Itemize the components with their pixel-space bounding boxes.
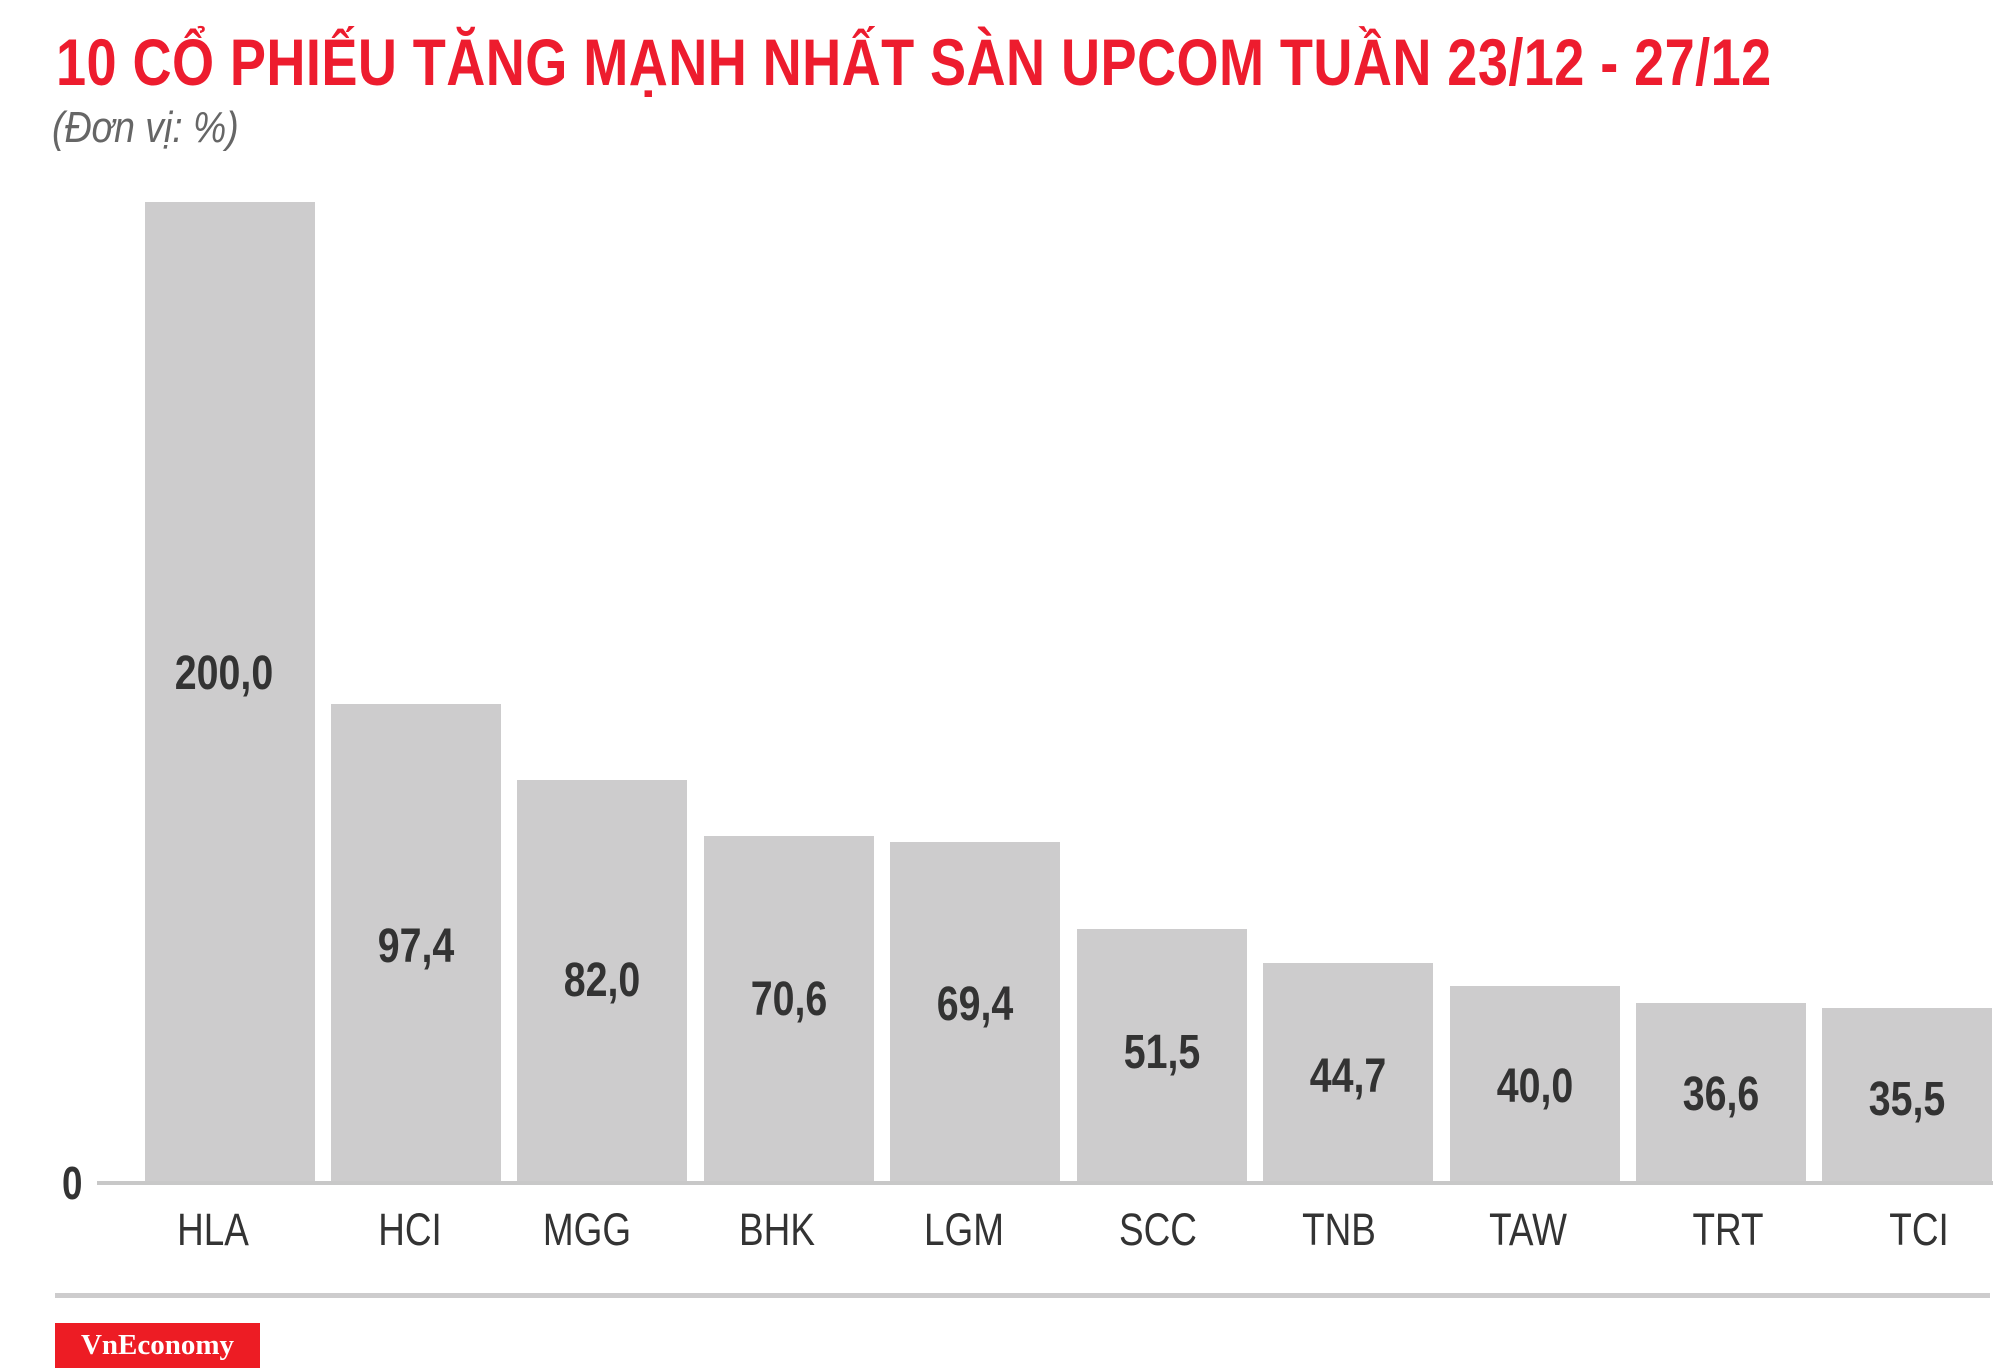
bar-trt [1636, 1003, 1806, 1181]
category-label: HCI [378, 1204, 442, 1255]
value-label: 36,6 [1682, 1068, 1760, 1121]
category-label: SCC [1119, 1204, 1197, 1255]
x-axis-baseline [97, 1181, 1993, 1185]
value-label: 40,0 [1496, 1060, 1574, 1113]
category-label: TCI [1889, 1204, 1949, 1255]
category-label: MGG [542, 1204, 632, 1255]
category-label: TNB [1302, 1204, 1376, 1255]
value-label: 51,5 [1123, 1026, 1201, 1079]
footer-divider [55, 1293, 1990, 1298]
y-axis-tick-zero: 0 [62, 1157, 83, 1209]
value-label: 200,0 [174, 647, 274, 700]
brand-name: VnEconomy [80, 1329, 235, 1361]
bar-hci [331, 704, 501, 1181]
bar-mgg [517, 780, 687, 1181]
value-label: 82,0 [563, 954, 641, 1007]
category-label: TRT [1692, 1204, 1764, 1255]
category-label: LGM [924, 1204, 1004, 1255]
bar-scc [1077, 929, 1247, 1181]
bar-tci [1822, 1008, 1992, 1181]
category-label: HLA [177, 1204, 249, 1255]
category-label: BHK [739, 1204, 815, 1255]
bar-bhk [704, 836, 874, 1181]
chart-title: 10 CỔ PHIẾU TĂNG MẠNH NHẤT SÀN UPCOM TUẦ… [56, 25, 1772, 99]
bar-tnb [1263, 963, 1433, 1181]
bar-hla [145, 202, 315, 1181]
bar-chart: 200,0 97,4 82,0 70,6 69,4 51,5 44,7 40,0… [62, 202, 1993, 1255]
value-label: 70,6 [750, 973, 828, 1026]
value-label: 44,7 [1309, 1050, 1387, 1103]
vneconomy-logo: VnEconomy [55, 1323, 260, 1368]
value-label: 97,4 [377, 920, 455, 973]
value-label: 69,4 [936, 978, 1014, 1031]
bar-taw [1450, 986, 1620, 1181]
value-label: 35,5 [1868, 1073, 1946, 1126]
category-label: TAW [1489, 1204, 1567, 1255]
bar-lgm [890, 842, 1060, 1181]
unit-subtitle: (Đơn vị: %) [52, 103, 239, 152]
